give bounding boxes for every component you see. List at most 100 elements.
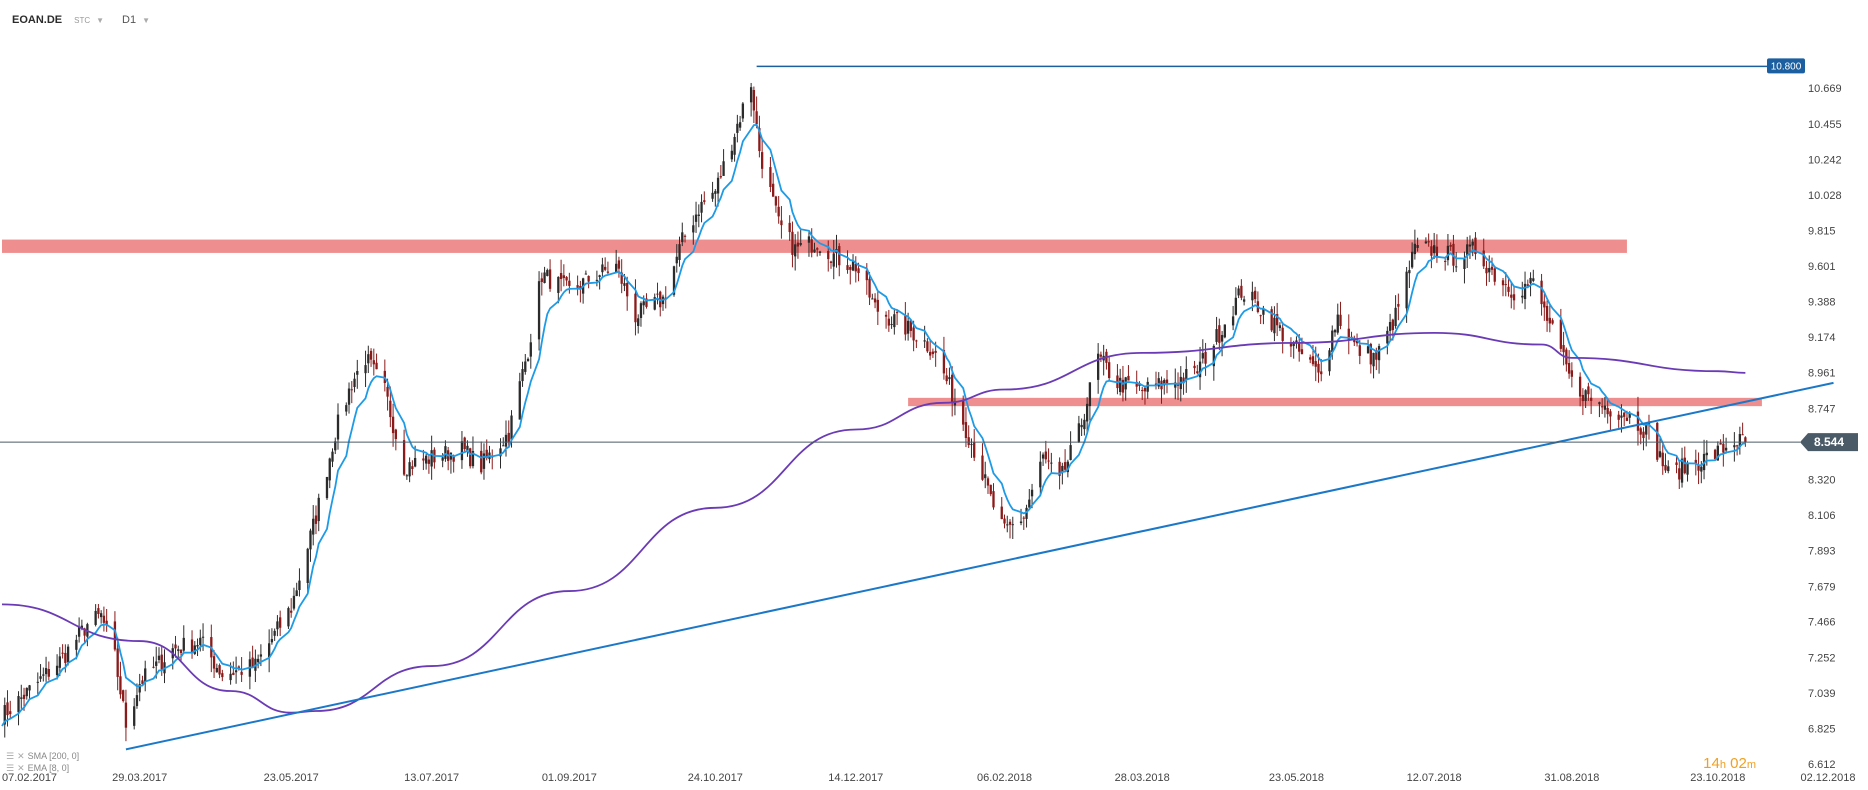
candle (124, 689, 128, 742)
candle (703, 191, 706, 205)
x-tick-label: 23.10.2018 (1690, 772, 1745, 784)
countdown-hours-unit: h (1719, 759, 1726, 771)
candle (1165, 370, 1169, 394)
timeframe-selector[interactable]: D1 (122, 14, 137, 26)
legend-ema[interactable]: ☰ ✕ EMA [8, 0] (6, 762, 79, 774)
candle (794, 234, 797, 271)
candle (543, 266, 546, 284)
candle (39, 664, 42, 682)
candle (868, 271, 871, 306)
candle (1108, 356, 1111, 382)
candle (1198, 346, 1202, 390)
candle (637, 314, 640, 334)
candle (1584, 389, 1587, 409)
candle (1182, 372, 1185, 395)
candle (119, 661, 122, 699)
candle (854, 256, 857, 283)
x-tick-label: 31.08.2018 (1544, 772, 1599, 784)
candle (626, 276, 629, 311)
candle (491, 449, 494, 470)
candle (1050, 452, 1053, 473)
y-tick-label: 9.601 (1808, 261, 1836, 273)
candle (1220, 331, 1224, 357)
candle (1694, 449, 1697, 476)
candle (526, 357, 530, 362)
candle (328, 457, 331, 489)
candle (1512, 286, 1516, 310)
candle (152, 656, 155, 669)
candle (683, 234, 687, 243)
candle (460, 431, 464, 469)
candle (234, 656, 238, 684)
candle (1083, 413, 1086, 436)
candle (1096, 343, 1100, 394)
candle (1124, 376, 1127, 401)
candle (1446, 234, 1450, 266)
candle (1003, 514, 1006, 529)
candle (1028, 488, 1031, 509)
candle (557, 276, 560, 304)
candle (752, 86, 756, 124)
candle (769, 156, 772, 193)
legend-sma[interactable]: ☰ ✕ SMA [200, 0] (6, 750, 79, 762)
candle (1256, 291, 1260, 314)
candle (276, 615, 279, 637)
candle (973, 429, 976, 461)
support-trendline[interactable] (125, 381, 1834, 751)
candle (986, 476, 990, 494)
candle (738, 115, 742, 131)
list-icon: ☰ (6, 751, 15, 761)
candle (507, 420, 510, 448)
candle (306, 547, 309, 593)
candle (1388, 313, 1392, 342)
chevron-down-icon[interactable]: ▼ (96, 15, 105, 25)
chevron-down-icon[interactable]: ▼ (142, 15, 151, 25)
candle (1493, 265, 1496, 286)
candle (36, 672, 39, 696)
y-tick-label: 10.455 (1808, 119, 1842, 131)
candle (615, 249, 618, 273)
candle (212, 650, 216, 678)
candle (1223, 324, 1226, 339)
candle (430, 435, 433, 480)
candle (273, 628, 276, 641)
candle (292, 587, 296, 611)
candle (1675, 456, 1678, 474)
candle (1253, 286, 1257, 304)
x-tick-label: 23.05.2018 (1269, 772, 1324, 784)
candle (1413, 229, 1417, 260)
candle (42, 667, 45, 682)
candle (1702, 439, 1706, 480)
candle (375, 353, 378, 370)
candle (1609, 408, 1612, 432)
candle (1540, 273, 1543, 316)
current-price-value: 8.544 (1814, 435, 1844, 449)
candle (1386, 326, 1389, 355)
candle (945, 368, 948, 385)
candle (984, 461, 987, 489)
candle (620, 259, 623, 294)
candle (1485, 260, 1488, 286)
candle (1022, 516, 1025, 530)
candle (1201, 339, 1204, 364)
symbol-label[interactable]: EOAN.DE (12, 14, 63, 26)
candle (402, 429, 406, 476)
candle (122, 689, 125, 703)
candle-countdown: 14h 02m (1703, 755, 1756, 772)
close-icon[interactable]: ✕ (17, 751, 25, 761)
candle (1562, 331, 1565, 366)
candle (659, 290, 662, 317)
candle (694, 201, 698, 233)
y-tick-label: 9.388 (1808, 297, 1836, 309)
candle (394, 428, 397, 451)
candle (391, 403, 395, 447)
candle (1061, 462, 1064, 485)
candle (1444, 257, 1447, 271)
indicator-lines (1, 123, 1834, 751)
close-icon[interactable]: ✕ (17, 763, 25, 773)
candle (218, 663, 221, 679)
y-tick-label: 7.252 (1808, 652, 1836, 664)
ema-line (1, 123, 1746, 727)
resistance-zone-2 (908, 397, 1762, 407)
